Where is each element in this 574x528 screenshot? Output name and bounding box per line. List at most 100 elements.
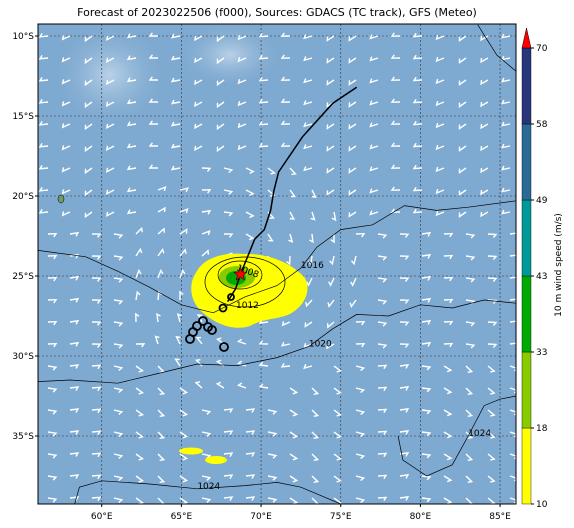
wind-barb bbox=[47, 497, 58, 503]
wind-barb bbox=[194, 35, 203, 42]
wind-barb bbox=[443, 497, 453, 504]
storm-isobars bbox=[204, 256, 286, 308]
wind-barb bbox=[113, 321, 124, 327]
lat-tick-label: 30°S bbox=[12, 352, 34, 362]
wind-barb bbox=[194, 57, 203, 64]
wind-barb bbox=[377, 321, 388, 327]
wind-barb bbox=[435, 210, 445, 217]
wind-barb bbox=[310, 211, 316, 221]
wind-barb bbox=[135, 343, 146, 348]
wind-barb bbox=[201, 167, 212, 172]
wind-barb bbox=[390, 76, 401, 81]
wind-barb bbox=[289, 387, 299, 395]
wind-barb bbox=[480, 189, 489, 196]
lat-tick-label: 10°S bbox=[12, 32, 34, 42]
wind-barb bbox=[148, 164, 158, 169]
wind-barb bbox=[223, 167, 234, 174]
wind-barb bbox=[113, 365, 124, 372]
wind-barb bbox=[487, 277, 498, 283]
wind-barb bbox=[443, 431, 453, 439]
wind-barb bbox=[135, 247, 143, 257]
wind-barb bbox=[326, 57, 335, 64]
wind-barb bbox=[215, 359, 225, 367]
wind-barb bbox=[258, 383, 269, 389]
wind-barb bbox=[509, 387, 516, 394]
wind-barb bbox=[509, 475, 516, 482]
wind-colorbar: 10 18 33 43 49 58 70 bbox=[521, 27, 548, 510]
wind-barb bbox=[236, 382, 247, 389]
wind-barb bbox=[280, 142, 291, 147]
wind-barb bbox=[61, 123, 71, 129]
wind-barb bbox=[289, 409, 299, 417]
wind-barb bbox=[69, 386, 80, 391]
wind-barb bbox=[421, 409, 432, 415]
wind-barb bbox=[258, 361, 269, 367]
lon-tick-label: 75°E bbox=[330, 512, 352, 522]
wind-barb bbox=[289, 497, 299, 504]
wind-barb bbox=[47, 409, 58, 415]
wind-barb bbox=[326, 343, 335, 350]
wind-barb bbox=[421, 253, 432, 259]
wind-barb bbox=[377, 408, 388, 414]
wind-barb bbox=[236, 360, 247, 367]
wind-barb bbox=[84, 123, 93, 131]
wind-barb bbox=[304, 321, 313, 328]
wind-barb bbox=[113, 255, 124, 261]
wind-barb bbox=[201, 497, 212, 503]
wind-barb bbox=[91, 364, 102, 370]
wind-barb bbox=[216, 57, 225, 65]
wind-barb bbox=[194, 123, 203, 130]
wind-barb bbox=[179, 453, 189, 461]
wind-barb bbox=[196, 314, 203, 323]
loop-marker bbox=[207, 325, 217, 335]
wind-barb bbox=[333, 431, 342, 439]
wind-barb bbox=[280, 362, 291, 368]
wind-barb bbox=[69, 253, 80, 259]
wind-barb bbox=[487, 365, 496, 373]
wind-barb bbox=[328, 277, 335, 287]
wind-barb bbox=[91, 321, 102, 326]
wind-barb bbox=[333, 409, 342, 417]
wind-barb bbox=[113, 431, 124, 438]
wind-barb bbox=[61, 145, 71, 151]
colorbar-tick-label: 49 bbox=[536, 196, 548, 206]
wind-barb bbox=[348, 35, 357, 42]
wind-barb bbox=[421, 453, 432, 459]
wind-barb bbox=[126, 55, 137, 61]
wind-barb bbox=[258, 120, 269, 126]
wind-barb bbox=[355, 365, 366, 372]
isobar-line bbox=[477, 24, 516, 72]
wind-barb bbox=[91, 255, 102, 260]
wind-barb bbox=[355, 387, 366, 394]
wind-barb bbox=[487, 343, 498, 349]
wind-barb bbox=[223, 233, 234, 238]
wind-barb bbox=[458, 145, 467, 152]
wind-barb bbox=[390, 98, 401, 103]
wind-barb bbox=[237, 57, 247, 63]
wind-barb bbox=[179, 475, 189, 483]
lon-tick-label: 85°E bbox=[489, 512, 511, 522]
wind-barb bbox=[215, 381, 225, 389]
wind-barb bbox=[91, 474, 102, 480]
wind-barb bbox=[465, 233, 476, 239]
colorbar-segment bbox=[521, 351, 532, 429]
colorbar-segment bbox=[521, 275, 532, 353]
wind-barb bbox=[223, 496, 234, 501]
wind-barb bbox=[289, 431, 299, 439]
wind-barb bbox=[105, 211, 115, 217]
wind-barb bbox=[390, 32, 401, 37]
wind-barb bbox=[237, 101, 247, 107]
wind-barb bbox=[280, 120, 291, 125]
wind-barb bbox=[399, 386, 410, 391]
wind-barb bbox=[435, 144, 445, 151]
wind-barb bbox=[223, 408, 234, 413]
wind-barb bbox=[69, 297, 80, 303]
wind-barb bbox=[303, 56, 313, 62]
wind-barb bbox=[480, 123, 489, 130]
wind-barb bbox=[281, 321, 291, 327]
wind-barb bbox=[47, 342, 58, 348]
wind-barb bbox=[348, 167, 357, 174]
wind-barb bbox=[280, 98, 291, 103]
wind-barb bbox=[309, 233, 314, 244]
